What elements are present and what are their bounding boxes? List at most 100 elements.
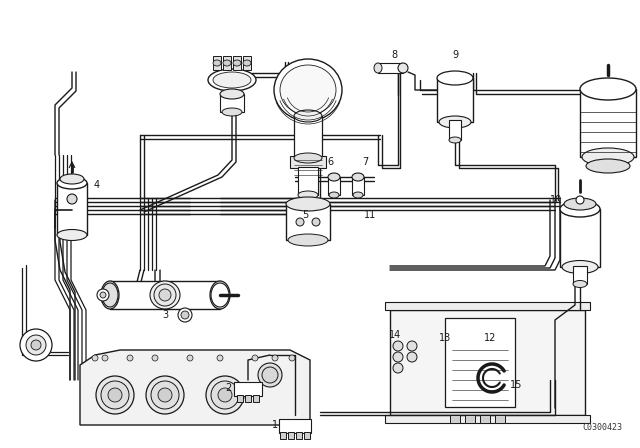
Ellipse shape bbox=[208, 69, 256, 91]
Ellipse shape bbox=[580, 78, 636, 100]
Ellipse shape bbox=[243, 60, 251, 66]
Bar bbox=[245, 395, 251, 402]
Text: 14: 14 bbox=[389, 330, 401, 340]
Circle shape bbox=[407, 352, 417, 362]
Ellipse shape bbox=[108, 388, 122, 402]
Bar bbox=[298, 167, 318, 195]
Ellipse shape bbox=[233, 60, 241, 66]
Ellipse shape bbox=[220, 89, 244, 99]
Text: 1: 1 bbox=[272, 420, 278, 430]
Bar bbox=[437, 78, 473, 122]
Ellipse shape bbox=[60, 174, 84, 184]
Ellipse shape bbox=[449, 137, 461, 143]
Ellipse shape bbox=[562, 260, 598, 273]
Ellipse shape bbox=[586, 159, 630, 173]
Ellipse shape bbox=[353, 192, 363, 198]
Text: 4: 4 bbox=[94, 180, 100, 190]
Ellipse shape bbox=[329, 192, 339, 198]
Circle shape bbox=[576, 196, 584, 204]
Ellipse shape bbox=[374, 63, 382, 73]
Ellipse shape bbox=[258, 363, 282, 387]
Bar bbox=[220, 94, 244, 112]
Ellipse shape bbox=[158, 388, 172, 402]
Ellipse shape bbox=[328, 173, 340, 181]
Ellipse shape bbox=[280, 65, 336, 115]
Text: 15: 15 bbox=[510, 380, 522, 390]
Circle shape bbox=[187, 355, 193, 361]
Ellipse shape bbox=[573, 280, 587, 288]
Circle shape bbox=[152, 355, 158, 361]
Circle shape bbox=[289, 355, 295, 361]
Circle shape bbox=[407, 341, 417, 351]
Circle shape bbox=[102, 355, 108, 361]
Bar bbox=[243, 56, 251, 70]
Bar bbox=[580, 89, 636, 157]
Bar bbox=[465, 415, 475, 423]
Bar bbox=[253, 395, 259, 402]
Bar bbox=[279, 419, 311, 433]
Bar bbox=[110, 281, 220, 309]
Text: 6: 6 bbox=[327, 157, 333, 167]
Bar bbox=[445, 318, 515, 407]
Ellipse shape bbox=[57, 177, 87, 189]
Ellipse shape bbox=[288, 234, 328, 246]
Text: 8: 8 bbox=[391, 50, 397, 60]
Ellipse shape bbox=[262, 367, 278, 383]
Circle shape bbox=[26, 335, 46, 355]
Ellipse shape bbox=[154, 284, 176, 306]
Bar bbox=[234, 382, 262, 396]
Bar bbox=[385, 302, 590, 310]
Ellipse shape bbox=[298, 191, 318, 199]
Circle shape bbox=[67, 194, 77, 204]
Text: 12: 12 bbox=[484, 333, 496, 343]
Bar bbox=[296, 432, 302, 439]
Circle shape bbox=[178, 308, 192, 322]
Ellipse shape bbox=[146, 376, 184, 414]
Ellipse shape bbox=[223, 60, 231, 66]
Circle shape bbox=[393, 341, 403, 351]
Ellipse shape bbox=[439, 116, 471, 128]
Bar bbox=[450, 415, 460, 423]
Ellipse shape bbox=[560, 201, 600, 217]
Ellipse shape bbox=[96, 376, 134, 414]
Circle shape bbox=[393, 352, 403, 362]
Circle shape bbox=[127, 355, 133, 361]
Ellipse shape bbox=[218, 388, 232, 402]
Bar bbox=[294, 116, 322, 158]
Ellipse shape bbox=[398, 63, 408, 73]
Ellipse shape bbox=[286, 197, 330, 211]
Bar bbox=[573, 266, 587, 284]
Ellipse shape bbox=[213, 72, 251, 88]
Bar bbox=[237, 395, 243, 402]
Circle shape bbox=[393, 363, 403, 373]
Bar bbox=[449, 120, 461, 140]
Bar bbox=[290, 156, 326, 168]
Bar bbox=[57, 183, 87, 235]
Text: 11: 11 bbox=[364, 210, 376, 220]
Polygon shape bbox=[80, 350, 310, 425]
Bar bbox=[233, 56, 241, 70]
Ellipse shape bbox=[211, 283, 229, 307]
Bar bbox=[286, 204, 330, 240]
Ellipse shape bbox=[211, 381, 239, 409]
Circle shape bbox=[31, 340, 41, 350]
Circle shape bbox=[181, 311, 189, 319]
Bar bbox=[385, 415, 590, 423]
Circle shape bbox=[97, 289, 109, 301]
Ellipse shape bbox=[206, 376, 244, 414]
Text: 5: 5 bbox=[302, 210, 308, 220]
Text: 3: 3 bbox=[162, 310, 168, 320]
Bar bbox=[390, 310, 585, 415]
Ellipse shape bbox=[294, 110, 322, 122]
Circle shape bbox=[312, 218, 320, 226]
Bar bbox=[213, 56, 221, 70]
Bar bbox=[223, 56, 231, 70]
Circle shape bbox=[272, 355, 278, 361]
Bar bbox=[328, 177, 340, 195]
Ellipse shape bbox=[210, 281, 230, 309]
Circle shape bbox=[92, 355, 98, 361]
Text: 7: 7 bbox=[362, 157, 368, 167]
Text: 2: 2 bbox=[226, 383, 232, 393]
Ellipse shape bbox=[102, 283, 118, 307]
Circle shape bbox=[252, 355, 258, 361]
